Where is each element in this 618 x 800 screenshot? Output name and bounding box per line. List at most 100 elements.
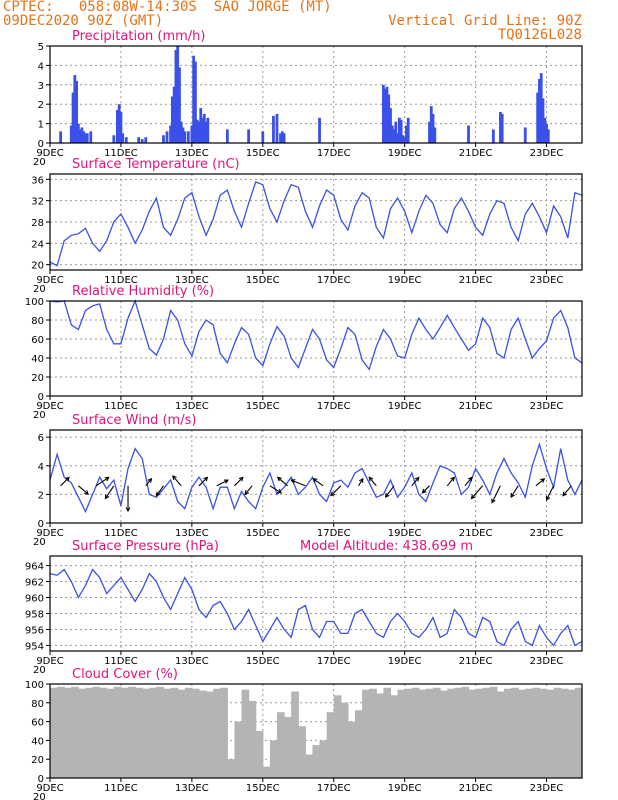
- cloud-ytick-label: 80: [31, 699, 44, 710]
- precip-bar: [387, 94, 391, 143]
- wind-arrow: [535, 478, 545, 487]
- cloud-bar: [454, 687, 463, 778]
- precip-bar: [89, 131, 93, 143]
- cloud-bar: [425, 688, 434, 778]
- precip-bar: [546, 129, 550, 143]
- precip-bar: [78, 129, 82, 143]
- cloud-bar: [461, 686, 470, 778]
- precip-bar: [282, 133, 286, 143]
- temp-frame: [49, 173, 583, 271]
- wind-xtick-year-stub: 20: [33, 537, 46, 548]
- precip-bar: [112, 135, 116, 143]
- rh-xtick-year-stub: 20: [33, 410, 46, 421]
- wind-arrow-head: [562, 491, 567, 497]
- rh-ytick-label: 20: [31, 373, 44, 384]
- pres-ytick-label: 962: [25, 578, 44, 589]
- precip-bar: [399, 119, 403, 143]
- wind-ytick-label: 6: [38, 433, 44, 444]
- wind-arrow-head: [223, 479, 229, 484]
- wind-arrow-head: [510, 492, 515, 498]
- cloud-bar: [106, 688, 115, 778]
- precip-bar: [192, 55, 196, 144]
- precip-bar: [403, 137, 407, 143]
- cloud-frame: [49, 683, 583, 779]
- wind-arrow: [60, 477, 70, 487]
- cloud-bar: [369, 688, 377, 778]
- precip-xtick-label: 23DEC: [530, 148, 564, 159]
- pres-panel: Surface Pressure (hPa) Model Altitude: 43…: [25, 539, 583, 676]
- pres-xtick-label: 23DEC: [530, 656, 564, 667]
- pres-xtick-label: 11DEC: [104, 656, 138, 667]
- precip-bar: [73, 75, 77, 143]
- cloud-bar: [170, 687, 179, 778]
- cloud-bar: [113, 686, 122, 778]
- cloud-xtick-label: 11DEC: [104, 783, 138, 794]
- temp-panel: Surface Temperature (nC) 20 24 28 32 36 9DEC 11…: [31, 157, 583, 295]
- cloud-xtick-label: 13DEC: [175, 783, 209, 794]
- wind-arrow-head: [238, 476, 244, 482]
- temp-xtick-label: 21DEC: [459, 275, 493, 286]
- cloud-bar: [326, 712, 335, 778]
- wind-arrow: [562, 485, 572, 496]
- cloud-bar: [248, 700, 257, 778]
- temp-ytick-label: 36: [31, 175, 44, 186]
- temp-series-line: [49, 181, 583, 267]
- wind-arrow-head: [172, 475, 177, 481]
- precip-bar: [80, 127, 84, 143]
- precip-frame: [49, 45, 583, 144]
- cloud-bar: [206, 691, 214, 778]
- precip-bar: [121, 133, 125, 143]
- precip-bar: [137, 137, 141, 143]
- wind-arrow-head: [276, 476, 282, 482]
- cloud-xtick-label: 15DEC: [246, 783, 280, 794]
- precip-bar: [401, 135, 405, 143]
- precip-bar: [199, 108, 203, 143]
- cloud-bar: [383, 687, 392, 778]
- precip-bar: [195, 119, 199, 143]
- precip-bar: [119, 111, 123, 143]
- precip-bar: [172, 86, 176, 143]
- rh-xtick-label: 19DEC: [388, 401, 422, 412]
- wind-arrow-head: [540, 478, 546, 483]
- cloud-bar: [574, 687, 583, 778]
- cloud-bar: [539, 688, 548, 778]
- temp-xtick-label: 13DEC: [175, 275, 209, 286]
- wind-arrow-head: [330, 491, 336, 497]
- precip-bar: [75, 80, 78, 143]
- cloud-ytick-label: 100: [25, 680, 44, 691]
- wind-arrow-head: [368, 476, 374, 482]
- wind-arrow-head: [244, 490, 250, 496]
- precip-bar: [165, 131, 169, 143]
- precip-bar: [190, 125, 194, 143]
- precip-xtick-label: 19DEC: [388, 148, 422, 159]
- precip-bar: [169, 125, 172, 143]
- precip-bar: [280, 131, 284, 143]
- wind-arrow: [277, 476, 288, 487]
- cloud-bar: [220, 687, 228, 778]
- temp-xtick-label: 23DEC: [530, 275, 564, 286]
- wind-arrow: [411, 477, 420, 487]
- cloud-bar: [333, 695, 342, 778]
- cloud-bar: [50, 687, 58, 778]
- cloud-bar: [312, 745, 321, 778]
- cloud-bar: [567, 689, 576, 778]
- cloud-bar: [440, 690, 448, 778]
- precip-bar: [124, 137, 128, 143]
- cloud-title: Cloud Cover (%): [72, 667, 178, 682]
- precip-bar: [76, 123, 80, 143]
- precip-xtick-label: 17DEC: [317, 148, 351, 159]
- cloud-bar: [241, 689, 250, 778]
- cloud-bar: [255, 731, 264, 778]
- rh-frame: [49, 300, 583, 397]
- precip-bar: [279, 133, 282, 143]
- precip-panel: Precipitation (mm/h) 0 1 2 3 4 5 9DEC 11DEC 13DEC…: [33, 29, 583, 168]
- temp-xtick-label: 19DEC: [388, 275, 422, 286]
- wind-arrow-head: [359, 477, 364, 483]
- precip-ytick-label: 0: [38, 139, 44, 150]
- cloud-bar: [518, 689, 526, 778]
- cloud-bar: [433, 687, 441, 778]
- cloud-bar: [227, 759, 236, 778]
- wind-arrow: [446, 477, 455, 487]
- wind-arrow: [358, 478, 364, 487]
- wind-arrow: [104, 485, 115, 499]
